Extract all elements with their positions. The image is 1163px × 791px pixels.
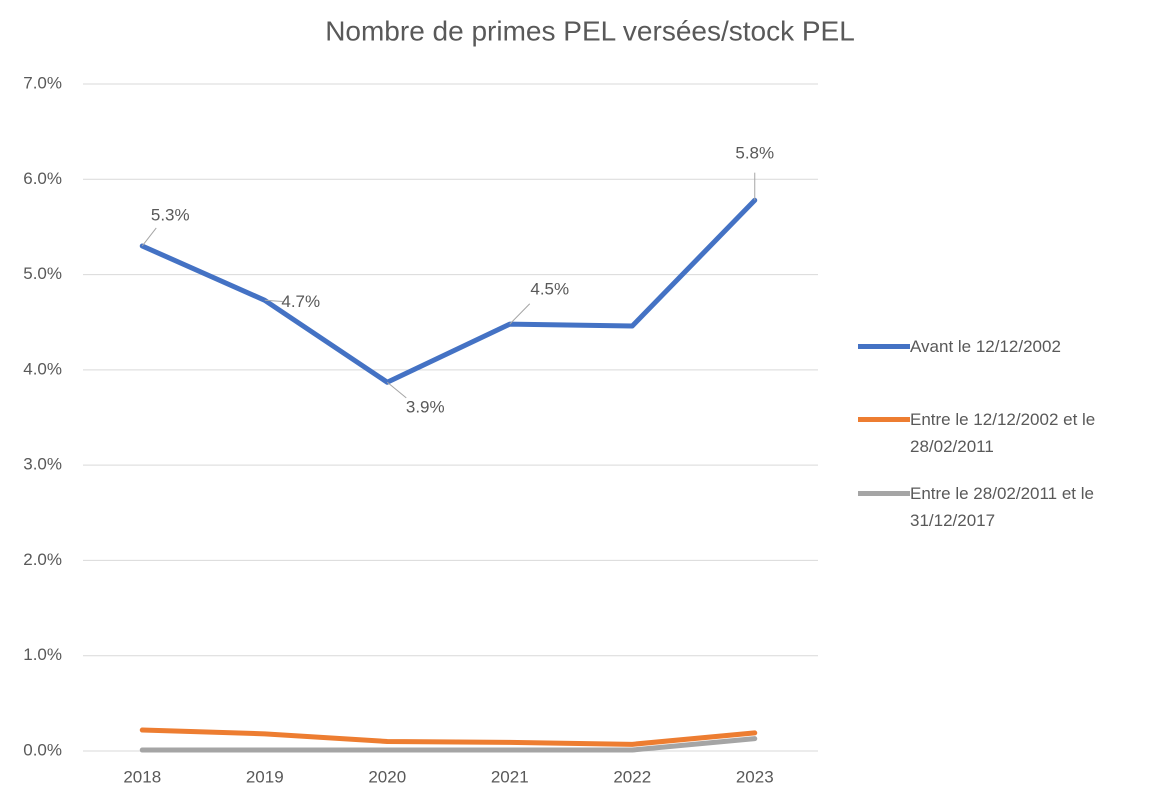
- data-label: 5.3%: [151, 205, 190, 224]
- x-tick-label: 2018: [123, 767, 161, 786]
- legend-item: Entre le 28/02/2011 et le 31/12/2017: [858, 480, 1158, 534]
- legend-swatch: [858, 417, 910, 422]
- y-tick-label: 4.0%: [23, 359, 62, 378]
- x-tick-label: 2021: [491, 767, 529, 786]
- chart-title: Nombre de primes PEL versées/stock PEL: [325, 15, 855, 46]
- y-tick-label: 0.0%: [23, 740, 62, 759]
- data-label: 4.5%: [530, 280, 569, 299]
- series-line: [139, 197, 758, 385]
- series-line: [139, 727, 758, 747]
- legend-label: Entre le 12/12/2002 et le 28/02/2011: [910, 410, 1096, 456]
- leader-line: [141, 227, 157, 247]
- legend-label: Entre le 28/02/2011 et le 31/12/2017: [910, 484, 1094, 530]
- legend-swatch: [858, 344, 910, 349]
- data-label: 4.7%: [281, 292, 320, 311]
- series-line: [139, 736, 758, 753]
- legend-label: Avant le 12/12/2002: [910, 337, 1061, 356]
- legend-item: Avant le 12/12/2002: [858, 333, 1158, 360]
- data-label: 5.8%: [735, 144, 774, 163]
- x-tick-label: 2023: [736, 767, 774, 786]
- y-tick-label: 3.0%: [23, 455, 62, 474]
- data-label: 3.9%: [406, 398, 445, 417]
- x-tick-label: 2020: [368, 767, 406, 786]
- y-tick-label: 2.0%: [23, 550, 62, 569]
- x-tick-label: 2019: [246, 767, 284, 786]
- leader-line: [509, 303, 531, 325]
- y-tick-label: 1.0%: [23, 645, 62, 664]
- y-tick-label: 5.0%: [23, 264, 62, 283]
- legend-swatch: [858, 491, 910, 496]
- y-tick-label: 6.0%: [23, 169, 62, 188]
- leader-line: [386, 381, 407, 399]
- x-tick-label: 2022: [613, 767, 651, 786]
- legend-item: Entre le 12/12/2002 et le 28/02/2011: [858, 406, 1158, 460]
- y-tick-label: 7.0%: [23, 73, 62, 92]
- leader-line: [264, 299, 283, 302]
